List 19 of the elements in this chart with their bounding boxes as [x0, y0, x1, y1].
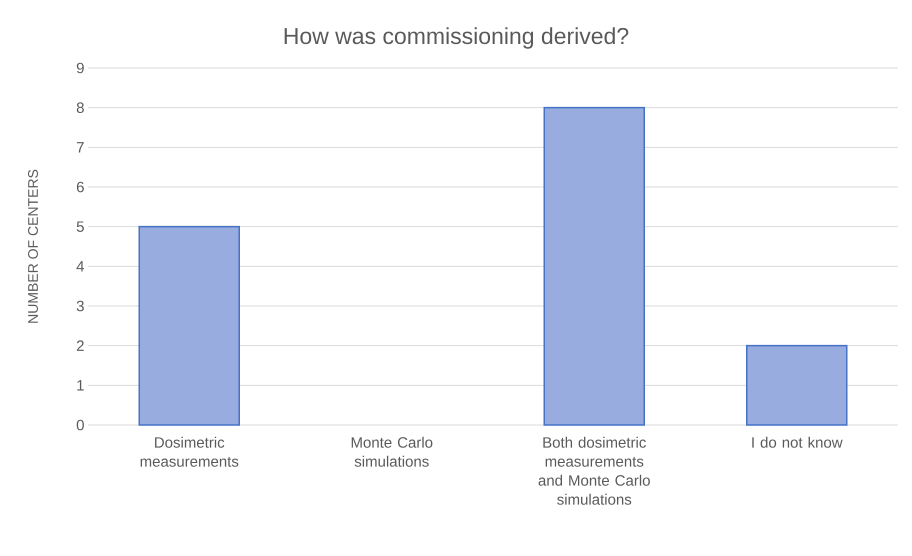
x-tick-label: Monte Carlo simulations — [352, 436, 432, 467]
y-tick-label: 9 — [76, 62, 84, 74]
y-tick-label: 6 — [76, 182, 84, 192]
bar — [138, 226, 240, 426]
bar — [746, 344, 848, 426]
x-tick-label: Both dosimetric measurements and Monte Carlo simulations — [538, 436, 650, 505]
y-tick-label: 4 — [76, 261, 84, 272]
bar — [544, 106, 646, 426]
y-tick-label: 5 — [76, 221, 84, 232]
y-tick-label: 0 — [76, 420, 84, 430]
y-tick-label: 2 — [76, 340, 84, 351]
x-tick-label: I do not know — [752, 436, 843, 448]
y-tick-label: 3 — [76, 300, 84, 312]
chart-title: How was commissioning derived? — [284, 27, 628, 49]
y-tick-label: 1 — [77, 380, 84, 390]
y-tick-label: 7 — [76, 142, 84, 152]
y-tick-label: 8 — [76, 102, 84, 113]
x-tick-label: Dosimetric measurements — [140, 436, 238, 467]
y-axis-title: NUMBER OF CENTERS — [28, 170, 38, 323]
